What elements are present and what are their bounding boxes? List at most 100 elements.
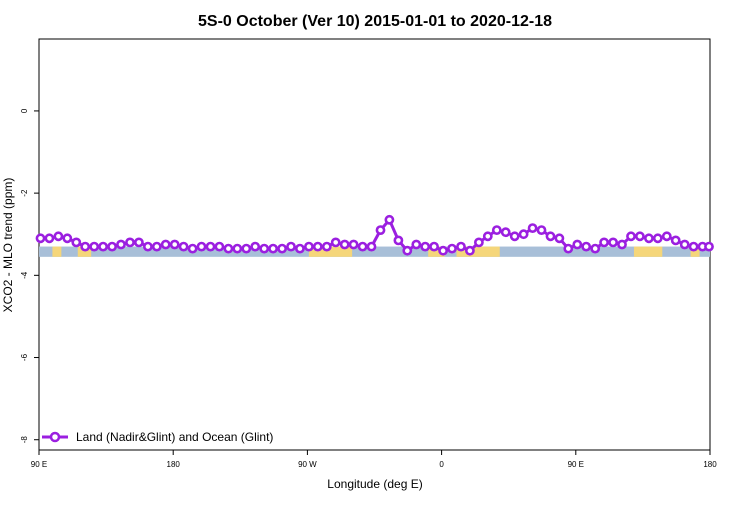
data-point <box>670 235 681 246</box>
data-point <box>214 241 225 252</box>
y-tick-label: -8 <box>20 436 29 444</box>
legend-label: Land (Nadir&Glint) and Ocean (Glint) <box>76 430 273 444</box>
x-tick-label: 180 <box>167 460 181 469</box>
y-axis-label: XCO2 - MLO trend (ppm) <box>1 178 15 313</box>
data-point <box>527 223 538 233</box>
data-point <box>178 241 189 252</box>
data-point <box>518 229 529 240</box>
data-point <box>232 243 243 254</box>
data-point <box>321 241 332 252</box>
data-point <box>447 243 457 254</box>
data-point <box>644 233 654 244</box>
land-segment <box>77 246 92 257</box>
data-point <box>312 241 323 252</box>
data-point <box>366 241 377 252</box>
data-point <box>482 231 493 242</box>
data-point <box>250 241 261 252</box>
data-point <box>500 227 511 238</box>
x-tick-label: 90 E <box>31 460 47 469</box>
data-point <box>688 241 699 252</box>
data-point <box>563 243 574 254</box>
data-point <box>590 243 601 254</box>
data-point <box>142 241 153 252</box>
land-segment <box>428 246 445 257</box>
data-point <box>223 243 234 254</box>
data-point <box>169 239 180 250</box>
data-point <box>635 231 645 242</box>
data-point <box>107 241 117 252</box>
data-point <box>294 243 305 254</box>
data-point <box>339 239 350 250</box>
land-segment <box>308 246 353 257</box>
data-point <box>402 245 413 256</box>
data-point <box>704 241 714 252</box>
data-point <box>375 225 386 235</box>
data-point <box>44 233 55 244</box>
y-tick-label: -4 <box>20 271 29 279</box>
data-point <box>116 239 126 250</box>
data-point <box>53 231 64 242</box>
data-point <box>71 237 82 248</box>
x-tick-label: 180 <box>703 460 717 469</box>
axes: 90 E 180 90 W 0 90 E 180 0 -2 -4 -6 -8 <box>20 108 717 469</box>
data-point <box>491 225 502 235</box>
data-point <box>572 239 583 250</box>
y-tick-label: -2 <box>20 189 29 197</box>
land-ocean-band <box>39 246 710 257</box>
data-point <box>125 237 135 248</box>
data-point <box>133 237 144 248</box>
data-point <box>187 243 198 254</box>
data-point <box>35 233 46 244</box>
y-tick-label: -6 <box>20 353 29 361</box>
series-layer <box>35 214 714 256</box>
data-point <box>420 241 431 252</box>
x-tick-label: 0 <box>439 460 444 469</box>
data-point <box>268 243 278 254</box>
data-point <box>286 241 296 252</box>
data-point <box>608 237 618 248</box>
y-tick-label: 0 <box>20 108 29 113</box>
data-point <box>89 241 100 252</box>
data-point <box>62 233 73 244</box>
data-point <box>357 241 368 252</box>
land-segment <box>690 246 700 257</box>
x-tick-label: 90 W <box>298 460 317 469</box>
data-point <box>160 239 171 250</box>
data-point <box>259 243 270 254</box>
data-point <box>509 231 520 242</box>
legend-marker <box>49 431 61 443</box>
data-point <box>464 245 475 256</box>
x-axis-label: Longitude (deg E) <box>327 477 422 491</box>
data-point <box>661 231 672 242</box>
data-point <box>473 237 484 248</box>
data-point <box>277 243 287 254</box>
data-point <box>330 237 341 248</box>
land-segment <box>52 246 62 257</box>
data-point <box>536 225 547 235</box>
data-point <box>679 239 690 250</box>
data-point <box>652 233 663 244</box>
ocean-band <box>39 246 710 257</box>
data-point <box>581 241 592 252</box>
data-point <box>411 239 422 250</box>
data-point <box>303 241 314 252</box>
legend: Land (Nadir&Glint) and Ocean (Glint) <box>42 430 273 444</box>
data-point <box>617 239 627 250</box>
data-point <box>196 241 207 252</box>
data-point <box>241 243 252 254</box>
data-point <box>151 241 162 252</box>
data-point <box>384 214 395 225</box>
land-segment <box>456 246 500 257</box>
data-point <box>98 241 108 252</box>
data-point <box>545 231 556 242</box>
data-point <box>80 241 91 252</box>
x-tick-label: 90 E <box>568 460 584 469</box>
data-point <box>348 239 359 250</box>
data-point <box>626 231 636 242</box>
data-point <box>599 237 609 248</box>
data-point <box>393 235 404 246</box>
data-point <box>205 241 216 252</box>
land-segment <box>633 246 663 257</box>
